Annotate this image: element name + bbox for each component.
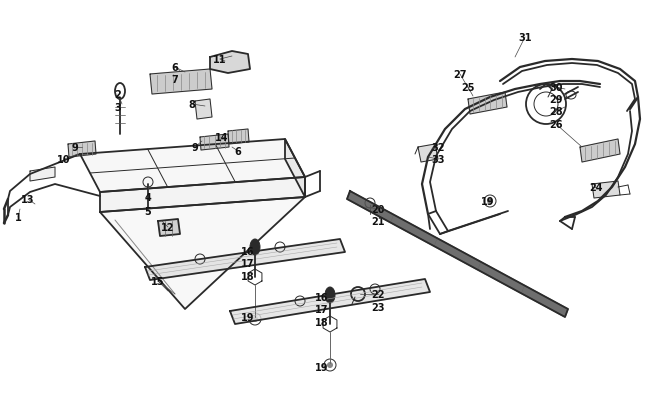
Text: 19: 19 xyxy=(481,196,495,207)
Circle shape xyxy=(487,198,493,205)
Polygon shape xyxy=(230,279,430,324)
Text: 30: 30 xyxy=(549,83,563,93)
Text: 14: 14 xyxy=(215,133,229,143)
Text: 9: 9 xyxy=(192,143,198,153)
Polygon shape xyxy=(150,70,212,95)
Polygon shape xyxy=(347,192,568,317)
Text: 33: 33 xyxy=(431,155,445,164)
Text: 24: 24 xyxy=(590,183,603,192)
Polygon shape xyxy=(418,145,438,162)
Text: 19: 19 xyxy=(315,362,329,372)
Text: 21: 21 xyxy=(371,216,385,226)
Polygon shape xyxy=(285,140,305,198)
Text: 20: 20 xyxy=(371,205,385,215)
Text: 23: 23 xyxy=(371,302,385,312)
Text: 6: 6 xyxy=(172,63,178,73)
Polygon shape xyxy=(100,198,305,309)
Text: 8: 8 xyxy=(188,100,196,110)
Text: 25: 25 xyxy=(462,83,474,93)
Polygon shape xyxy=(210,52,250,74)
Text: 7: 7 xyxy=(172,75,178,85)
Text: 29: 29 xyxy=(549,95,563,105)
Text: 31: 31 xyxy=(518,33,532,43)
Ellipse shape xyxy=(325,287,335,303)
Polygon shape xyxy=(30,168,55,181)
Polygon shape xyxy=(200,135,229,151)
Text: 6: 6 xyxy=(235,147,241,157)
Polygon shape xyxy=(468,93,507,115)
Polygon shape xyxy=(195,100,212,120)
Circle shape xyxy=(327,362,333,368)
Polygon shape xyxy=(228,130,249,145)
Text: 22: 22 xyxy=(371,289,385,299)
Polygon shape xyxy=(158,220,180,237)
Text: 17: 17 xyxy=(241,258,255,269)
Text: 1: 1 xyxy=(14,213,21,222)
Text: 26: 26 xyxy=(549,120,563,130)
Polygon shape xyxy=(80,140,305,192)
Text: 18: 18 xyxy=(315,317,329,327)
Text: 3: 3 xyxy=(114,103,122,113)
Circle shape xyxy=(252,316,258,322)
Text: 19: 19 xyxy=(241,312,255,322)
Text: 11: 11 xyxy=(213,55,227,65)
Text: 28: 28 xyxy=(549,107,563,117)
Ellipse shape xyxy=(250,239,260,256)
Text: 12: 12 xyxy=(161,222,175,232)
Polygon shape xyxy=(100,177,305,213)
Text: 17: 17 xyxy=(315,304,329,314)
Text: 13: 13 xyxy=(21,194,34,205)
Text: 15: 15 xyxy=(151,276,164,286)
Text: 4: 4 xyxy=(144,192,151,202)
Text: 32: 32 xyxy=(431,143,445,153)
Polygon shape xyxy=(592,181,620,198)
Text: 5: 5 xyxy=(144,207,151,216)
Text: 2: 2 xyxy=(114,90,122,100)
Text: 10: 10 xyxy=(57,155,71,164)
Text: 27: 27 xyxy=(453,70,467,80)
Text: 16: 16 xyxy=(241,246,255,256)
Polygon shape xyxy=(145,239,345,280)
Polygon shape xyxy=(68,142,96,158)
Text: 16: 16 xyxy=(315,292,329,302)
Polygon shape xyxy=(580,140,620,162)
Text: 18: 18 xyxy=(241,271,255,281)
Text: 9: 9 xyxy=(72,143,79,153)
